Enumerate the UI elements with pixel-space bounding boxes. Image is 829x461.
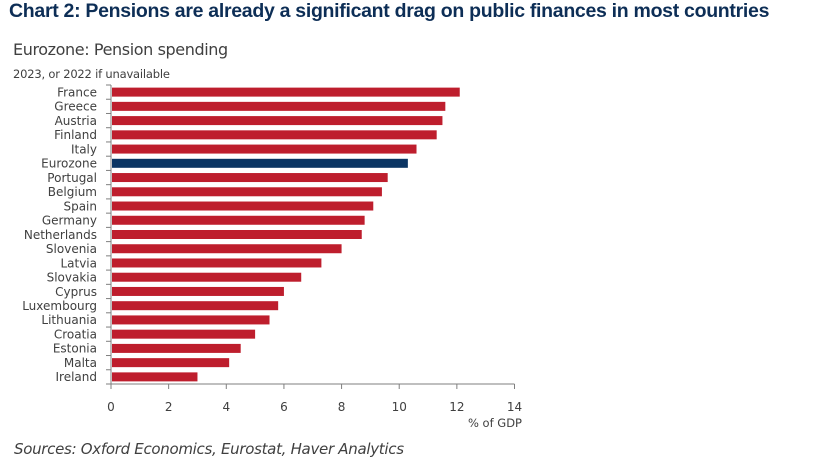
bar-finland	[112, 130, 437, 140]
x-tick-label: 10	[392, 400, 407, 414]
bar-netherlands	[112, 230, 362, 239]
category-label-france: France	[57, 85, 97, 99]
bar-portugal	[112, 173, 388, 183]
category-label-cyprus: Cyprus	[55, 285, 97, 299]
category-label-portugal: Portugal	[47, 171, 97, 185]
chart-subtitle: 2023, or 2022 if unavailable	[13, 67, 170, 81]
x-tick-label: 12	[449, 400, 464, 414]
category-label-italy: Italy	[71, 142, 97, 156]
bar-latvia	[112, 258, 322, 268]
x-tick-label: 4	[222, 400, 230, 414]
bars-group	[112, 87, 460, 382]
category-label-malta: Malta	[64, 356, 97, 370]
category-label-ireland: Ireland	[55, 370, 97, 384]
bar-estonia	[112, 343, 241, 353]
category-label-greece: Greece	[54, 100, 97, 114]
x-tick-label: 0	[107, 400, 115, 414]
bar-slovenia	[112, 244, 342, 254]
category-labels: FranceGreeceAustriaFinlandItalyEurozoneP…	[22, 85, 97, 384]
category-label-eurozone: Eurozone	[41, 157, 97, 171]
source-note: Sources: Oxford Economics, Eurostat, Hav…	[14, 440, 404, 458]
x-axis-label: % of GDP	[468, 416, 522, 430]
category-label-slovenia: Slovenia	[46, 242, 97, 256]
category-label-luxembourg: Luxembourg	[22, 299, 97, 313]
chart-heading: Chart 2: Pensions are already a signific…	[9, 0, 770, 22]
category-label-latvia: Latvia	[60, 256, 97, 270]
bar-malta	[112, 358, 230, 368]
bar-germany	[112, 215, 365, 225]
chart-title: Eurozone: Pension spending	[13, 40, 228, 59]
category-label-finland: Finland	[54, 128, 97, 142]
bar-croatia	[112, 329, 256, 339]
category-label-estonia: Estonia	[53, 342, 97, 356]
bar-belgium	[112, 187, 382, 197]
bar-slovakia	[112, 272, 302, 282]
category-label-croatia: Croatia	[54, 327, 97, 341]
bar-cyprus	[112, 286, 284, 296]
category-label-netherlands: Netherlands	[24, 228, 97, 242]
x-tick-label: 14	[507, 400, 522, 414]
bar-france	[112, 87, 460, 97]
x-tick-label: 2	[165, 400, 173, 414]
category-label-belgium: Belgium	[48, 185, 97, 199]
axes-group	[106, 84, 515, 389]
bar-lithuania	[112, 315, 270, 325]
bar-luxembourg	[112, 301, 279, 311]
x-tick-label: 6	[280, 400, 288, 414]
category-label-slovakia: Slovakia	[47, 271, 97, 285]
bar-ireland	[112, 372, 198, 382]
category-label-lithuania: Lithuania	[41, 313, 97, 327]
bar-spain	[112, 201, 374, 211]
x-tick-label: 8	[338, 400, 346, 414]
bar-greece	[112, 101, 446, 111]
bar-austria	[112, 116, 443, 126]
category-label-germany: Germany	[42, 214, 97, 228]
x-tick-labels: 0 2 4 6 8 10 12 14	[107, 400, 522, 414]
category-label-spain: Spain	[63, 199, 97, 213]
bar-italy	[112, 144, 417, 154]
bar-eurozone	[112, 158, 408, 168]
category-label-austria: Austria	[55, 114, 97, 128]
